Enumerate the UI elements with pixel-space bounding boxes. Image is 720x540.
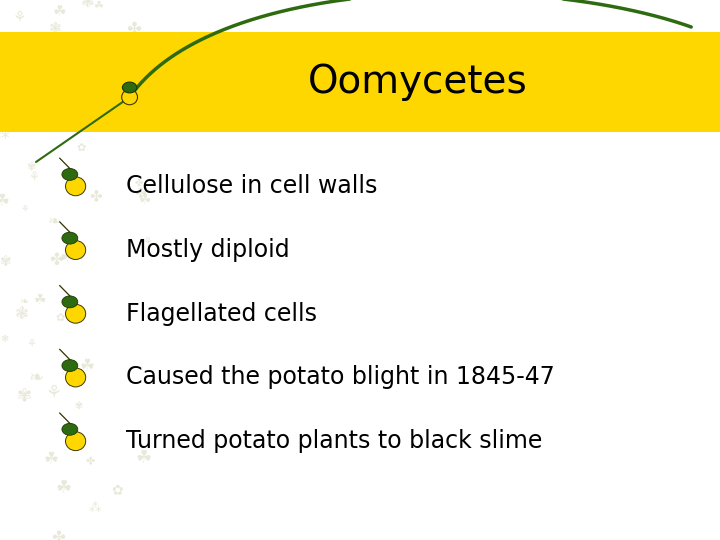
- Circle shape: [122, 82, 137, 93]
- Text: ❧: ❧: [19, 297, 29, 307]
- Circle shape: [62, 296, 78, 308]
- Circle shape: [62, 168, 78, 180]
- Circle shape: [62, 423, 78, 435]
- Ellipse shape: [66, 241, 86, 259]
- Text: ✾: ✾: [75, 401, 83, 411]
- Ellipse shape: [66, 177, 86, 195]
- Circle shape: [62, 360, 78, 372]
- Text: ⚘: ⚘: [27, 339, 37, 349]
- Text: ❧: ❧: [28, 369, 43, 387]
- Text: ☘: ☘: [60, 248, 76, 266]
- Text: ✤: ✤: [50, 251, 63, 269]
- Text: ☘: ☘: [0, 192, 9, 210]
- Text: ⁂: ⁂: [74, 63, 86, 76]
- Text: ☘: ☘: [34, 293, 47, 307]
- Text: ✤: ✤: [134, 186, 146, 200]
- Text: ✤: ✤: [126, 21, 141, 39]
- Text: ☘: ☘: [136, 449, 152, 468]
- Text: ✾: ✾: [17, 387, 32, 404]
- Text: ⚘: ⚘: [28, 171, 40, 184]
- Text: ☘: ☘: [44, 450, 58, 468]
- Text: ✾: ✾: [26, 161, 35, 171]
- Ellipse shape: [66, 304, 86, 323]
- Text: ☘: ☘: [53, 4, 67, 19]
- Text: ❧: ❧: [48, 214, 61, 229]
- Text: Turned potato plants to black slime: Turned potato plants to black slime: [126, 429, 542, 453]
- Text: ✤: ✤: [89, 188, 102, 203]
- Text: ⚘: ⚘: [46, 384, 62, 402]
- Ellipse shape: [122, 90, 138, 105]
- Text: ✤: ✤: [92, 46, 106, 64]
- Text: ☘: ☘: [55, 479, 72, 497]
- Circle shape: [62, 232, 78, 244]
- Text: ✤: ✤: [0, 60, 12, 74]
- Text: ☘: ☘: [139, 193, 151, 207]
- Bar: [0, 32, 720, 132]
- Text: Mostly diploid: Mostly diploid: [126, 238, 289, 262]
- Text: ☘: ☘: [79, 357, 94, 375]
- Text: ⚘: ⚘: [13, 10, 26, 25]
- Text: ❧: ❧: [69, 372, 78, 381]
- Text: ⁂: ⁂: [89, 502, 101, 515]
- Text: ❃: ❃: [0, 334, 8, 344]
- Text: ⁂: ⁂: [0, 124, 9, 143]
- Text: ✤: ✤: [86, 456, 95, 467]
- Ellipse shape: [66, 368, 86, 387]
- Text: Cellulose in cell walls: Cellulose in cell walls: [126, 174, 377, 198]
- Text: ✤: ✤: [135, 178, 143, 187]
- Ellipse shape: [66, 431, 86, 450]
- Text: ✿: ✿: [0, 87, 8, 105]
- Text: Caused the potato blight in 1845-47: Caused the potato blight in 1845-47: [126, 366, 554, 389]
- Text: ❃: ❃: [48, 21, 61, 36]
- Text: Oomycetes: Oomycetes: [307, 63, 528, 102]
- Text: ✿: ✿: [112, 484, 123, 497]
- Text: ☘: ☘: [94, 1, 104, 11]
- Text: ⚘: ⚘: [142, 237, 152, 247]
- Text: ❃: ❃: [14, 305, 29, 323]
- Text: ⁂: ⁂: [73, 75, 89, 90]
- Text: ⚘: ⚘: [21, 204, 30, 214]
- Text: ✤: ✤: [52, 529, 66, 540]
- Text: ❃: ❃: [81, 0, 94, 11]
- Text: Flagellated cells: Flagellated cells: [126, 302, 317, 326]
- Text: ✿: ✿: [76, 143, 86, 153]
- Text: ✿: ✿: [55, 313, 64, 323]
- Text: ✾: ✾: [0, 255, 12, 269]
